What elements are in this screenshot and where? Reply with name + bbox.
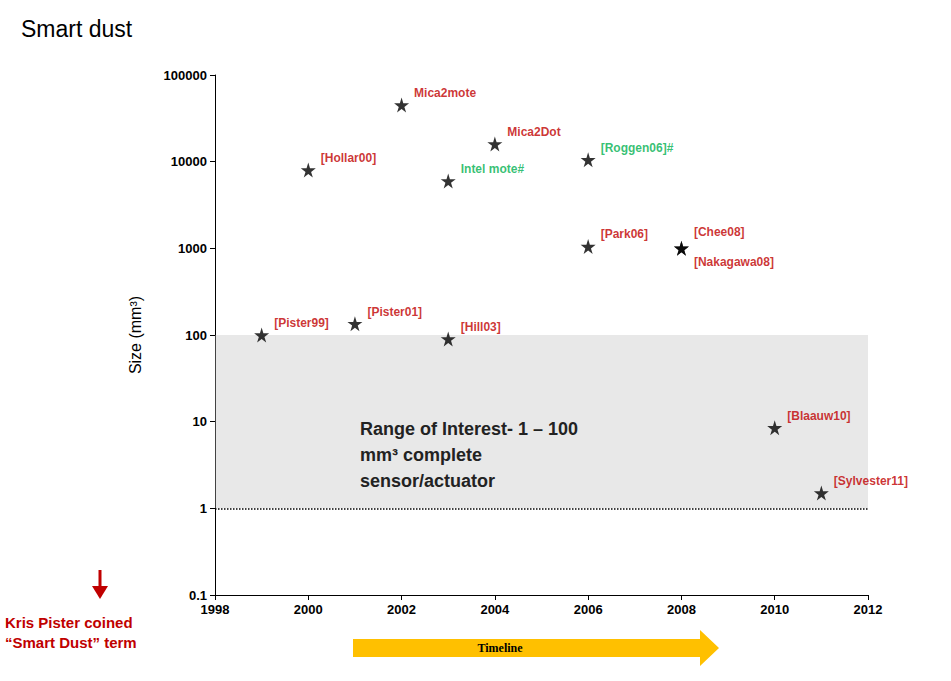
svg-text:2010: 2010 (760, 602, 789, 617)
svg-text:“Smart Dust” term: “Smart Dust” term (5, 634, 137, 651)
svg-text:2006: 2006 (574, 602, 603, 617)
svg-text:[Hill03]: [Hill03] (461, 320, 501, 334)
svg-text:Timeline: Timeline (477, 641, 523, 655)
svg-text:Intel mote#: Intel mote# (461, 162, 525, 176)
svg-text:Range of Interest- 1 – 100: Range of Interest- 1 – 100 (360, 419, 578, 439)
svg-text:2002: 2002 (387, 602, 416, 617)
svg-text:1: 1 (200, 501, 207, 516)
svg-text:[Pister99]: [Pister99] (274, 316, 329, 330)
svg-text:Mica2Dot: Mica2Dot (507, 125, 560, 139)
svg-text:[Nakagawa08]: [Nakagawa08] (694, 255, 774, 269)
svg-text:2000: 2000 (294, 602, 323, 617)
svg-text:[Hollar00]: [Hollar00] (321, 151, 376, 165)
svg-text:[Roggen06]#: [Roggen06]# (601, 141, 674, 155)
svg-text:1998: 1998 (201, 602, 230, 617)
svg-text:mm³ complete: mm³ complete (360, 445, 482, 465)
svg-text:Kris Pister coined: Kris Pister coined (5, 614, 133, 631)
svg-text:1000: 1000 (178, 241, 207, 256)
svg-text:Smart dust: Smart dust (21, 16, 133, 42)
svg-text:Size (mm³): Size (mm³) (127, 296, 144, 374)
svg-text:[Pister01]: [Pister01] (367, 305, 422, 319)
svg-text:Mica2mote: Mica2mote (414, 86, 476, 100)
svg-text:[Blaauw10]: [Blaauw10] (787, 409, 850, 423)
svg-text:2004: 2004 (480, 602, 510, 617)
svg-text:2008: 2008 (667, 602, 696, 617)
svg-text:10: 10 (193, 414, 207, 429)
svg-text:2012: 2012 (854, 602, 883, 617)
svg-text:0.1: 0.1 (189, 588, 207, 603)
svg-text:[Sylvester11]: [Sylvester11] (834, 474, 908, 488)
svg-text:10000: 10000 (171, 154, 207, 169)
svg-text:100000: 100000 (164, 68, 207, 83)
svg-text:sensor/actuator: sensor/actuator (360, 471, 495, 491)
svg-text:[Park06]: [Park06] (601, 227, 648, 241)
svg-text:100: 100 (185, 328, 207, 343)
svg-text:[Chee08]: [Chee08] (694, 225, 745, 239)
